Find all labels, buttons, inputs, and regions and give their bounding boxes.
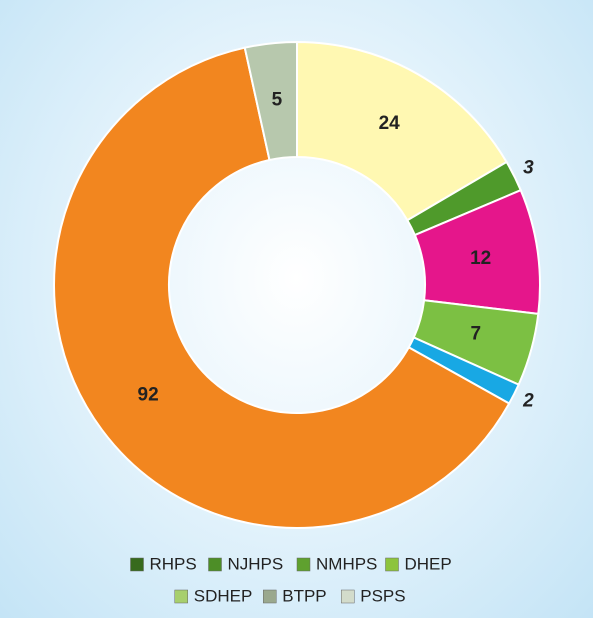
legend-label: BTPP — [282, 586, 326, 605]
legend-swatch — [263, 589, 277, 604]
legend-label: SDHEP — [194, 586, 253, 605]
donut-slice — [296, 40, 508, 222]
legend-label: NJHPS — [228, 554, 284, 573]
legend-swatch — [208, 557, 222, 572]
legend-label: DHEP — [405, 554, 452, 573]
legend-swatch — [130, 557, 144, 572]
legend-label: RHPS — [150, 554, 197, 573]
legend-swatch — [296, 557, 311, 572]
data-label: 3 — [523, 158, 534, 179]
data-label: 7 — [470, 324, 481, 345]
data-label: 24 — [379, 113, 401, 134]
legend-swatch — [174, 589, 188, 604]
legend-swatch — [341, 589, 355, 604]
data-label: 12 — [470, 248, 491, 269]
donut-slice — [53, 46, 511, 529]
legend-swatch — [385, 557, 399, 572]
data-label: 2 — [522, 390, 534, 411]
legend-label: NMHPS — [316, 554, 377, 573]
donut-slice — [243, 40, 298, 162]
data-label: 5 — [272, 90, 283, 111]
data-label: 92 — [138, 385, 159, 406]
legend-label: PSPS — [360, 586, 405, 605]
